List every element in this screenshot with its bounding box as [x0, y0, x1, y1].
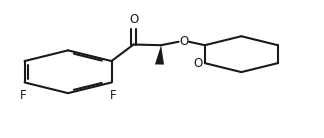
Text: O: O	[129, 13, 138, 26]
Text: F: F	[20, 89, 26, 102]
Text: O: O	[179, 35, 189, 48]
Text: O: O	[193, 57, 202, 70]
Text: F: F	[110, 89, 116, 102]
Polygon shape	[155, 45, 164, 65]
